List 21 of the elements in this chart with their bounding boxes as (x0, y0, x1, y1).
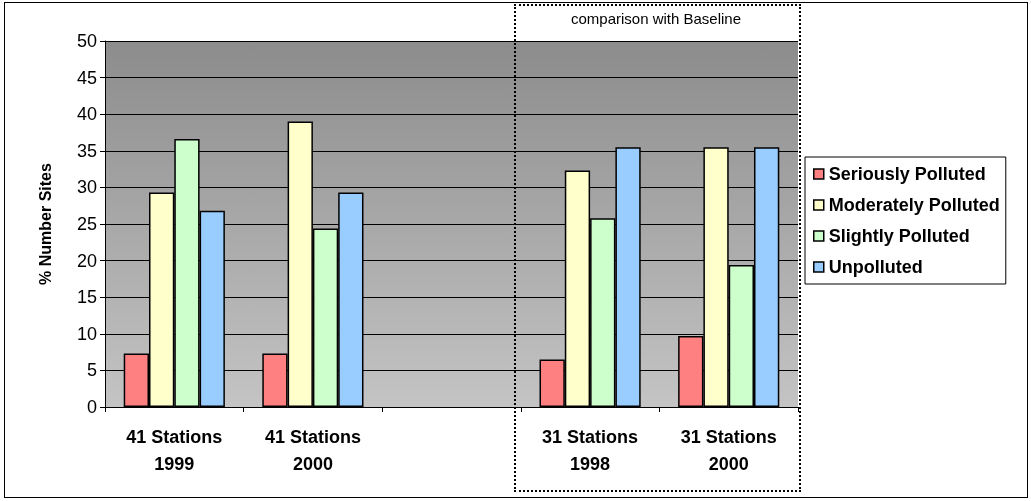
text: comparison with Baseline (570, 9, 742, 27)
y-tick-label: 40 (76, 104, 97, 125)
y-tick-label: 25 (76, 214, 97, 234)
legend-label: Moderately Polluted (828, 195, 1000, 215)
y-tick-label: 10 (76, 323, 97, 344)
x-tick-label: 41 Stations 2000 (264, 426, 361, 474)
y-tick-label: 20 (76, 250, 97, 271)
y-tick-label: 5 (86, 360, 97, 381)
y-tick-label: 45 (76, 67, 97, 88)
x-tick-label: 31 Stations 2000 (680, 426, 777, 474)
x-tick-label: 31 Stations 1998 (542, 426, 639, 474)
legend-label: Seriously Polluted (828, 164, 986, 184)
y-tick-label: 15 (76, 287, 97, 308)
y-axis-title: % Number Sites (36, 162, 54, 285)
x-tick-label: 41 Stations 1999 (126, 426, 223, 474)
legend-label: Slightly Polluted (828, 226, 970, 246)
y-tick-label: 50 (76, 31, 97, 51)
y-tick-label: 35 (76, 140, 97, 161)
y-tick-label: 0 (86, 397, 97, 417)
y-tick-label: 30 (76, 177, 97, 198)
legend-label: Unpolluted (828, 257, 923, 277)
